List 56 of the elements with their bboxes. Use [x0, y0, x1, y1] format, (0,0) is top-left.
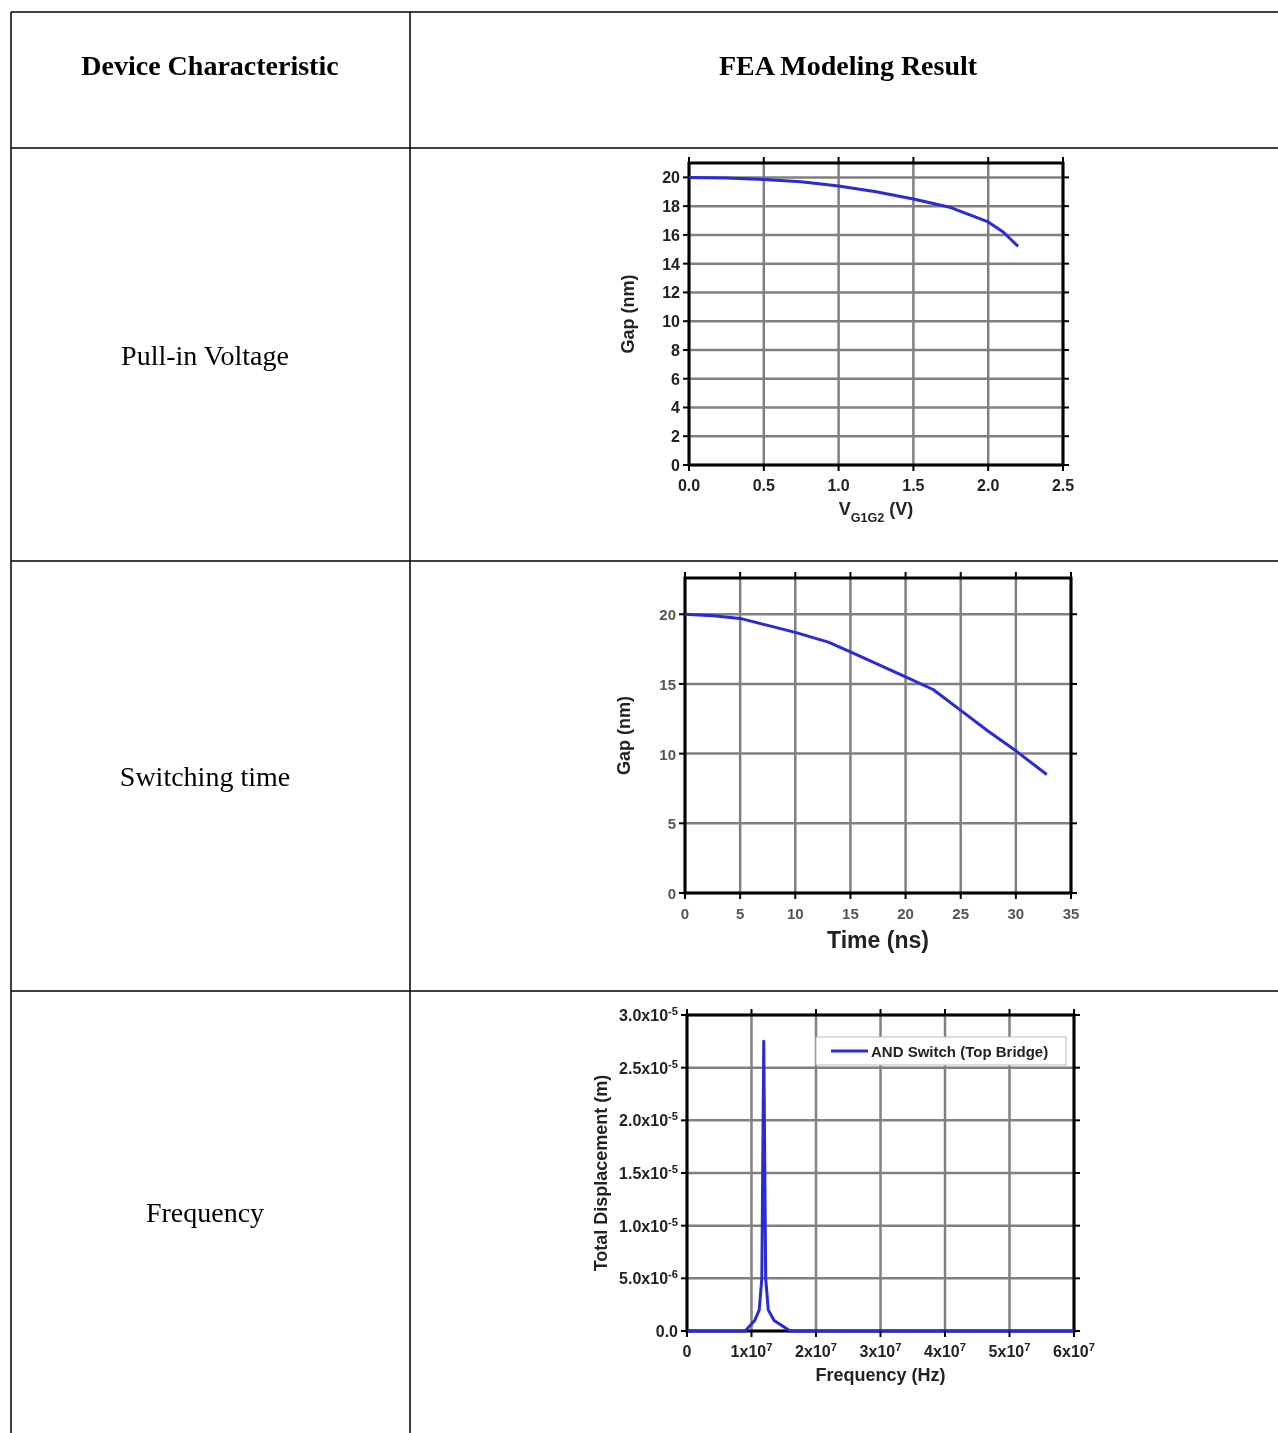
y-tick-label: 5.0x10$^{-6}$ — [619, 1268, 678, 1288]
y-tick-label: 2.5x10$^{-5}$ — [619, 1057, 678, 1077]
text: Switching time — [119, 761, 291, 792]
x-tick-label: 2.0 — [977, 477, 1000, 494]
y-tick-label: 4 — [671, 399, 681, 417]
x-tick-label: 5 — [735, 905, 745, 922]
y-tick-label: 14 — [662, 255, 681, 273]
y-tick-label: 16 — [662, 226, 681, 244]
legend-label: AND Switch (Top Bridge) — [871, 1043, 1049, 1060]
y-tick-label: 5 — [667, 815, 676, 833]
text: Frequency — [145, 1197, 265, 1228]
x-tick-label: 35 — [1062, 905, 1080, 922]
x-tick-label: 1.0 — [827, 477, 850, 494]
text: FEA Modeling Result — [718, 50, 978, 81]
x-axis-title: V$_{G1G2}$ (V) — [838, 499, 914, 525]
line-series — [687, 175, 1020, 248]
x-axis-title: Time (ns) — [827, 927, 929, 953]
x-tick-label: 4x10$^{7}$ — [924, 1341, 966, 1360]
x-tick-label: 3x10$^{7}$ — [859, 1341, 902, 1360]
x-tick-label: 1.5 — [902, 477, 925, 494]
y-tick-label: 8 — [671, 341, 681, 359]
text: Pull-in Voltage — [121, 339, 289, 371]
x-tick-label: 25 — [952, 905, 970, 922]
x-tick-label: 20 — [897, 905, 914, 922]
y-tick-label: 2.0x10$^{-5}$ — [619, 1110, 678, 1130]
x-tick-label: 30 — [1007, 905, 1025, 922]
y-tick-label: 0.0 — [655, 1323, 679, 1340]
x-tick-label: 0.5 — [752, 477, 776, 494]
y-tick-label: 10 — [662, 313, 681, 331]
y-tick-label: 20 — [662, 169, 681, 187]
y-axis-title: Total Displacement (m) — [591, 1074, 611, 1272]
y-tick-label: 18 — [662, 198, 681, 216]
x-axis-title: Frequency (Hz) — [815, 1365, 946, 1385]
y-axis-title: Gap (nm) — [614, 696, 634, 775]
x-tick-label: 1x10$^{7}$ — [730, 1341, 773, 1360]
y-tick-label: 0 — [667, 885, 676, 902]
y-tick-label: 1.5x10$^{-5}$ — [619, 1163, 678, 1182]
x-tick-label: 2.5 — [1051, 477, 1075, 494]
x-tick-label: 2x10$^{7}$ — [795, 1341, 837, 1360]
y-tick-label: 6 — [671, 370, 681, 388]
text: Device Characteristic — [81, 50, 339, 81]
y-tick-label: 1.0x10$^{-5}$ — [619, 1215, 678, 1235]
y-tick-label: 15 — [659, 675, 676, 693]
y-tick-label: 20 — [659, 606, 676, 624]
x-tick-label: 10 — [786, 905, 804, 922]
x-tick-label: 15 — [842, 905, 859, 922]
y-tick-label: 12 — [662, 284, 681, 302]
x-tick-label: 0 — [682, 1343, 692, 1360]
x-tick-label: 6x10$^{7}$ — [1053, 1341, 1095, 1360]
y-tick-label: 0 — [671, 457, 681, 474]
y-tick-label: 10 — [659, 745, 676, 763]
line-series — [683, 612, 1049, 777]
y-tick-label: 2 — [671, 428, 681, 446]
x-tick-label: 5x10$^{7}$ — [988, 1341, 1031, 1360]
y-axis-title: Gap (nm) — [618, 274, 638, 354]
y-tick-label: 3.0x10$^{-5}$ — [619, 1005, 678, 1024]
